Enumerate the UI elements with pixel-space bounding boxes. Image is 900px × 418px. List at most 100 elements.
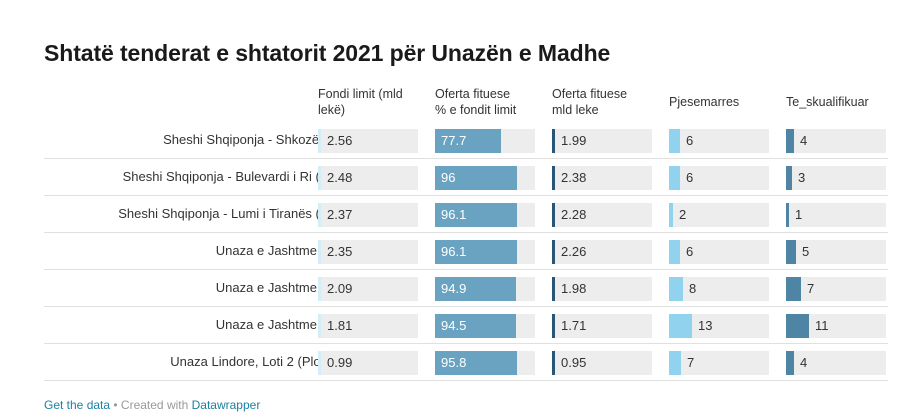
bar-pjesemarres: [669, 129, 680, 153]
value-oferta_pct: 96: [441, 170, 456, 185]
cell-oferta_pct: 77.7: [435, 129, 535, 153]
column-header-oferta-pct-line2: % e fondit limit: [435, 103, 517, 117]
column-header-fondi-line1: Fondi limit (mld: [318, 87, 403, 101]
cell-background: [786, 203, 886, 227]
chart-title: Shtatë tenderat e shtatorit 2021 për Una…: [44, 40, 611, 66]
cell-oferta_pct: 94.5: [435, 314, 535, 338]
cell-oferta_mld: 2.26: [552, 240, 652, 264]
value-oferta_mld: 2.28: [561, 207, 587, 222]
bar-pjesemarres: [669, 240, 680, 264]
column-header-oferta-mld-line1: Oferta fituese: [552, 87, 628, 101]
value-skualifikuar: 5: [802, 244, 810, 259]
cell-background: [669, 129, 769, 153]
bar-pjesemarres: [669, 203, 673, 227]
bar-skualifikuar: [786, 351, 794, 375]
value-oferta_pct: 94.9: [441, 281, 467, 296]
value-fondi: 2.37: [327, 207, 353, 222]
value-skualifikuar: 1: [795, 207, 803, 222]
cell-background: [669, 277, 769, 301]
bar-pjesemarres: [669, 351, 681, 375]
cell-oferta_pct: 96.1: [435, 240, 535, 264]
cell-skualifikuar: 4: [786, 351, 886, 375]
value-fondi: 2.09: [327, 281, 353, 296]
cell-background: [318, 203, 418, 227]
value-fondi: 1.81: [327, 318, 353, 333]
bar-oferta_mld: [552, 314, 555, 338]
cell-fondi: 1.81: [318, 314, 418, 338]
cell-oferta_mld: 1.71: [552, 314, 652, 338]
cell-background: [318, 277, 418, 301]
row-label: Sheshi Shqiponja - Shkozë (Urat): [163, 132, 356, 147]
bar-fondi: [318, 277, 321, 301]
bar-skualifikuar: [786, 240, 796, 264]
value-oferta_pct: 96.1: [441, 207, 467, 222]
cell-background: [669, 166, 769, 190]
table-row: Unaza e Jashtme, Loti 4 2.09 94.9 1.98 8 7: [44, 269, 888, 307]
value-oferta_mld: 1.71: [561, 318, 587, 333]
table-row: Sheshi Shqiponja - Lumi i Tiranës (Loti …: [44, 195, 888, 233]
value-oferta_mld: 2.26: [561, 244, 587, 259]
value-pjesemarres: 6: [686, 170, 694, 185]
cell-skualifikuar: 3: [786, 166, 886, 190]
cell-background: [552, 166, 652, 190]
row-label: Sheshi Shqiponja - Bulevardi i Ri (Loti …: [122, 169, 356, 184]
cell-skualifikuar: 11: [786, 314, 886, 338]
value-oferta_mld: 1.99: [561, 133, 587, 148]
bar-fondi: [318, 129, 321, 153]
cell-skualifikuar: 1: [786, 203, 886, 227]
cell-background: [669, 351, 769, 375]
bar-fondi: [318, 351, 321, 375]
row-label: Sheshi Shqiponja - Lumi i Tiranës (Loti …: [118, 206, 356, 221]
cell-skualifikuar: 7: [786, 277, 886, 301]
column-header-fondi: Fondi limit (mld lekë): [318, 86, 403, 118]
value-pjesemarres: 8: [689, 281, 697, 296]
cell-fondi: 2.56: [318, 129, 418, 153]
cell-oferta_pct: 96: [435, 166, 535, 190]
cell-background: [318, 166, 418, 190]
cell-pjesemarres: 13: [669, 314, 769, 338]
bar-oferta_pct: [435, 277, 516, 301]
bar-skualifikuar: [786, 314, 809, 338]
cell-oferta_mld: 2.38: [552, 166, 652, 190]
cell-background: [552, 240, 652, 264]
cell-background: [786, 166, 886, 190]
table-row: Unaza e Jashtme, Loti 7 2.35 96.1 2.26 6 5: [44, 232, 888, 270]
bar-skualifikuar: [786, 203, 789, 227]
value-oferta_pct: 96.1: [441, 244, 467, 259]
cell-background: [552, 277, 652, 301]
bar-skualifikuar: [786, 277, 801, 301]
datawrapper-link[interactable]: Datawrapper: [191, 398, 261, 412]
cell-skualifikuar: 5: [786, 240, 886, 264]
footer-separator: • Created with: [110, 398, 192, 412]
value-skualifikuar: 3: [798, 170, 806, 185]
table-row: Sheshi Shqiponja - Shkozë (Urat) 2.56 77.7…: [44, 121, 888, 159]
value-pjesemarres: 13: [698, 318, 713, 333]
bar-oferta_pct: [435, 240, 517, 264]
cell-background: [552, 314, 652, 338]
value-oferta_pct: 94.5: [441, 318, 467, 333]
get-the-data-link[interactable]: Get the data: [44, 398, 111, 412]
value-fondi: 2.48: [327, 170, 353, 185]
row-label: Unaza Lindore, Loti 2 (Plotësim): [170, 354, 356, 369]
column-header-oferta-pct-line1: Oferta fituese: [435, 87, 511, 101]
cell-oferta_mld: 0.95: [552, 351, 652, 375]
cell-fondi: 2.35: [318, 240, 418, 264]
column-header-fondi-line2: lekë): [318, 103, 346, 117]
value-oferta_pct: 95.8: [441, 355, 467, 370]
bar-oferta_pct: [435, 314, 516, 338]
cell-background: [669, 240, 769, 264]
table-row: Sheshi Shqiponja - Bulevardi i Ri (Loti …: [44, 158, 888, 196]
value-fondi: 0.99: [327, 355, 353, 370]
cell-background: [552, 203, 652, 227]
value-skualifikuar: 4: [800, 355, 808, 370]
cell-background: [318, 240, 418, 264]
value-fondi: 2.35: [327, 244, 353, 259]
value-oferta_mld: 0.95: [561, 355, 587, 370]
bar-oferta_pct: [435, 351, 517, 375]
cell-pjesemarres: 7: [669, 351, 769, 375]
bar-oferta_mld: [552, 129, 555, 153]
cell-fondi: 2.37: [318, 203, 418, 227]
value-oferta_mld: 2.38: [561, 170, 587, 185]
cell-pjesemarres: 6: [669, 240, 769, 264]
cell-pjesemarres: 8: [669, 277, 769, 301]
